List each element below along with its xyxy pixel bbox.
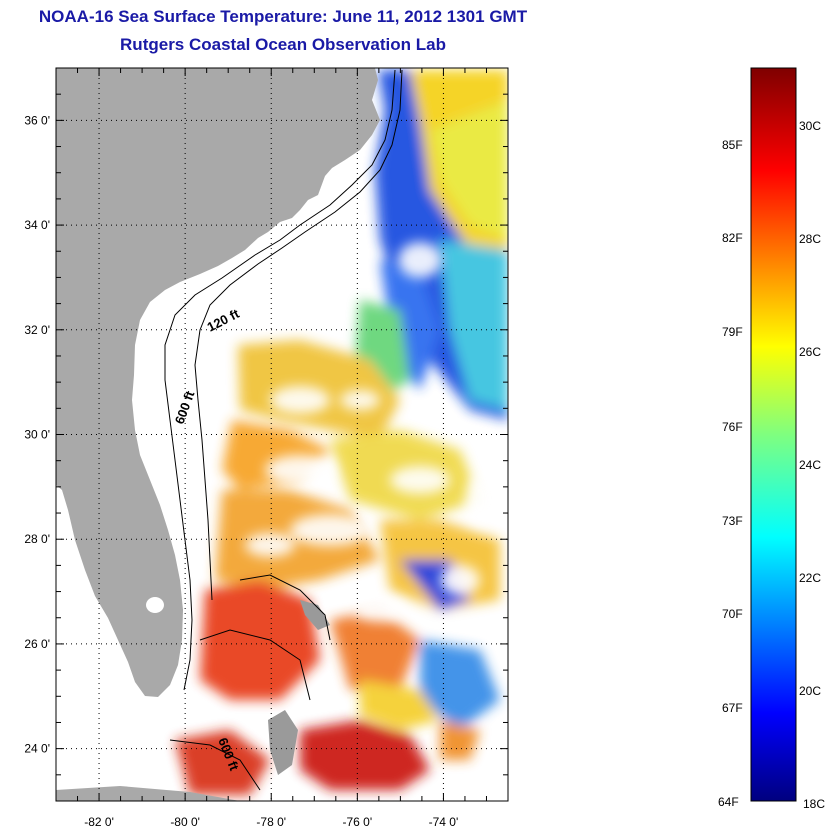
colorbar-label-f: 64F bbox=[718, 795, 739, 809]
longitude-tick-label: -76 0' bbox=[343, 815, 373, 829]
latitude-tick-label: 26 0' bbox=[24, 637, 50, 651]
colorbar-label-f: 73F bbox=[722, 514, 743, 528]
lake-okeechobee bbox=[146, 597, 164, 613]
bahamas-land bbox=[300, 600, 330, 630]
colorbar-label-f: 79F bbox=[722, 325, 743, 339]
colorbar-label-c: 22C bbox=[799, 571, 822, 585]
latitude-tick-label: 24 0' bbox=[24, 742, 50, 756]
colorbar-label-c: 28C bbox=[799, 232, 822, 246]
longitude-tick-label: -82 0' bbox=[84, 815, 114, 829]
latitude-tick-label: 28 0' bbox=[24, 532, 50, 546]
colorbar-label-c: 24C bbox=[799, 458, 822, 472]
map-title: NOAA-16 Sea Surface Temperature: June 11… bbox=[38, 7, 528, 26]
colorbar-label-c: 26C bbox=[799, 345, 822, 359]
colorbar bbox=[751, 68, 796, 801]
cloud-cover bbox=[245, 242, 495, 622]
map-tick-labels: -82 0' -80 0' -78 0' -76 0' -74 0' 24 0' 26 0'… bbox=[24, 113, 458, 829]
latitude-tick-label: 32 0' bbox=[24, 323, 50, 337]
colorbar-label-f: 82F bbox=[722, 231, 743, 245]
map-subtitle: Rutgers Coastal Ocean Observation Lab bbox=[120, 35, 446, 54]
latitude-tick-label: 36 0' bbox=[24, 113, 50, 127]
bahamas-land bbox=[268, 710, 298, 775]
colorbar-label-f: 70F bbox=[722, 607, 743, 621]
bathymetry-contours bbox=[164, 69, 403, 791]
latitude-tick-label: 34 0' bbox=[24, 218, 50, 232]
longitude-tick-label: -74 0' bbox=[429, 815, 459, 829]
longitude-tick-label: -80 0' bbox=[170, 815, 200, 829]
graticule bbox=[56, 68, 508, 801]
map-ticks bbox=[55, 67, 509, 802]
colorbar-label-c: 18C bbox=[803, 797, 826, 811]
colorbar-frame bbox=[750, 67, 797, 802]
colorbar-label-c: 20C bbox=[799, 684, 822, 698]
colorbar-label-f: 67F bbox=[722, 701, 743, 715]
colorbar-label-c: 30C bbox=[799, 119, 822, 133]
latitude-tick-label: 30 0' bbox=[24, 428, 50, 442]
cuba-land bbox=[56, 786, 240, 801]
colorbar-label-f: 85F bbox=[722, 138, 743, 152]
longitude-tick-label: -78 0' bbox=[256, 815, 286, 829]
colorbar-label-f: 76F bbox=[722, 420, 743, 434]
